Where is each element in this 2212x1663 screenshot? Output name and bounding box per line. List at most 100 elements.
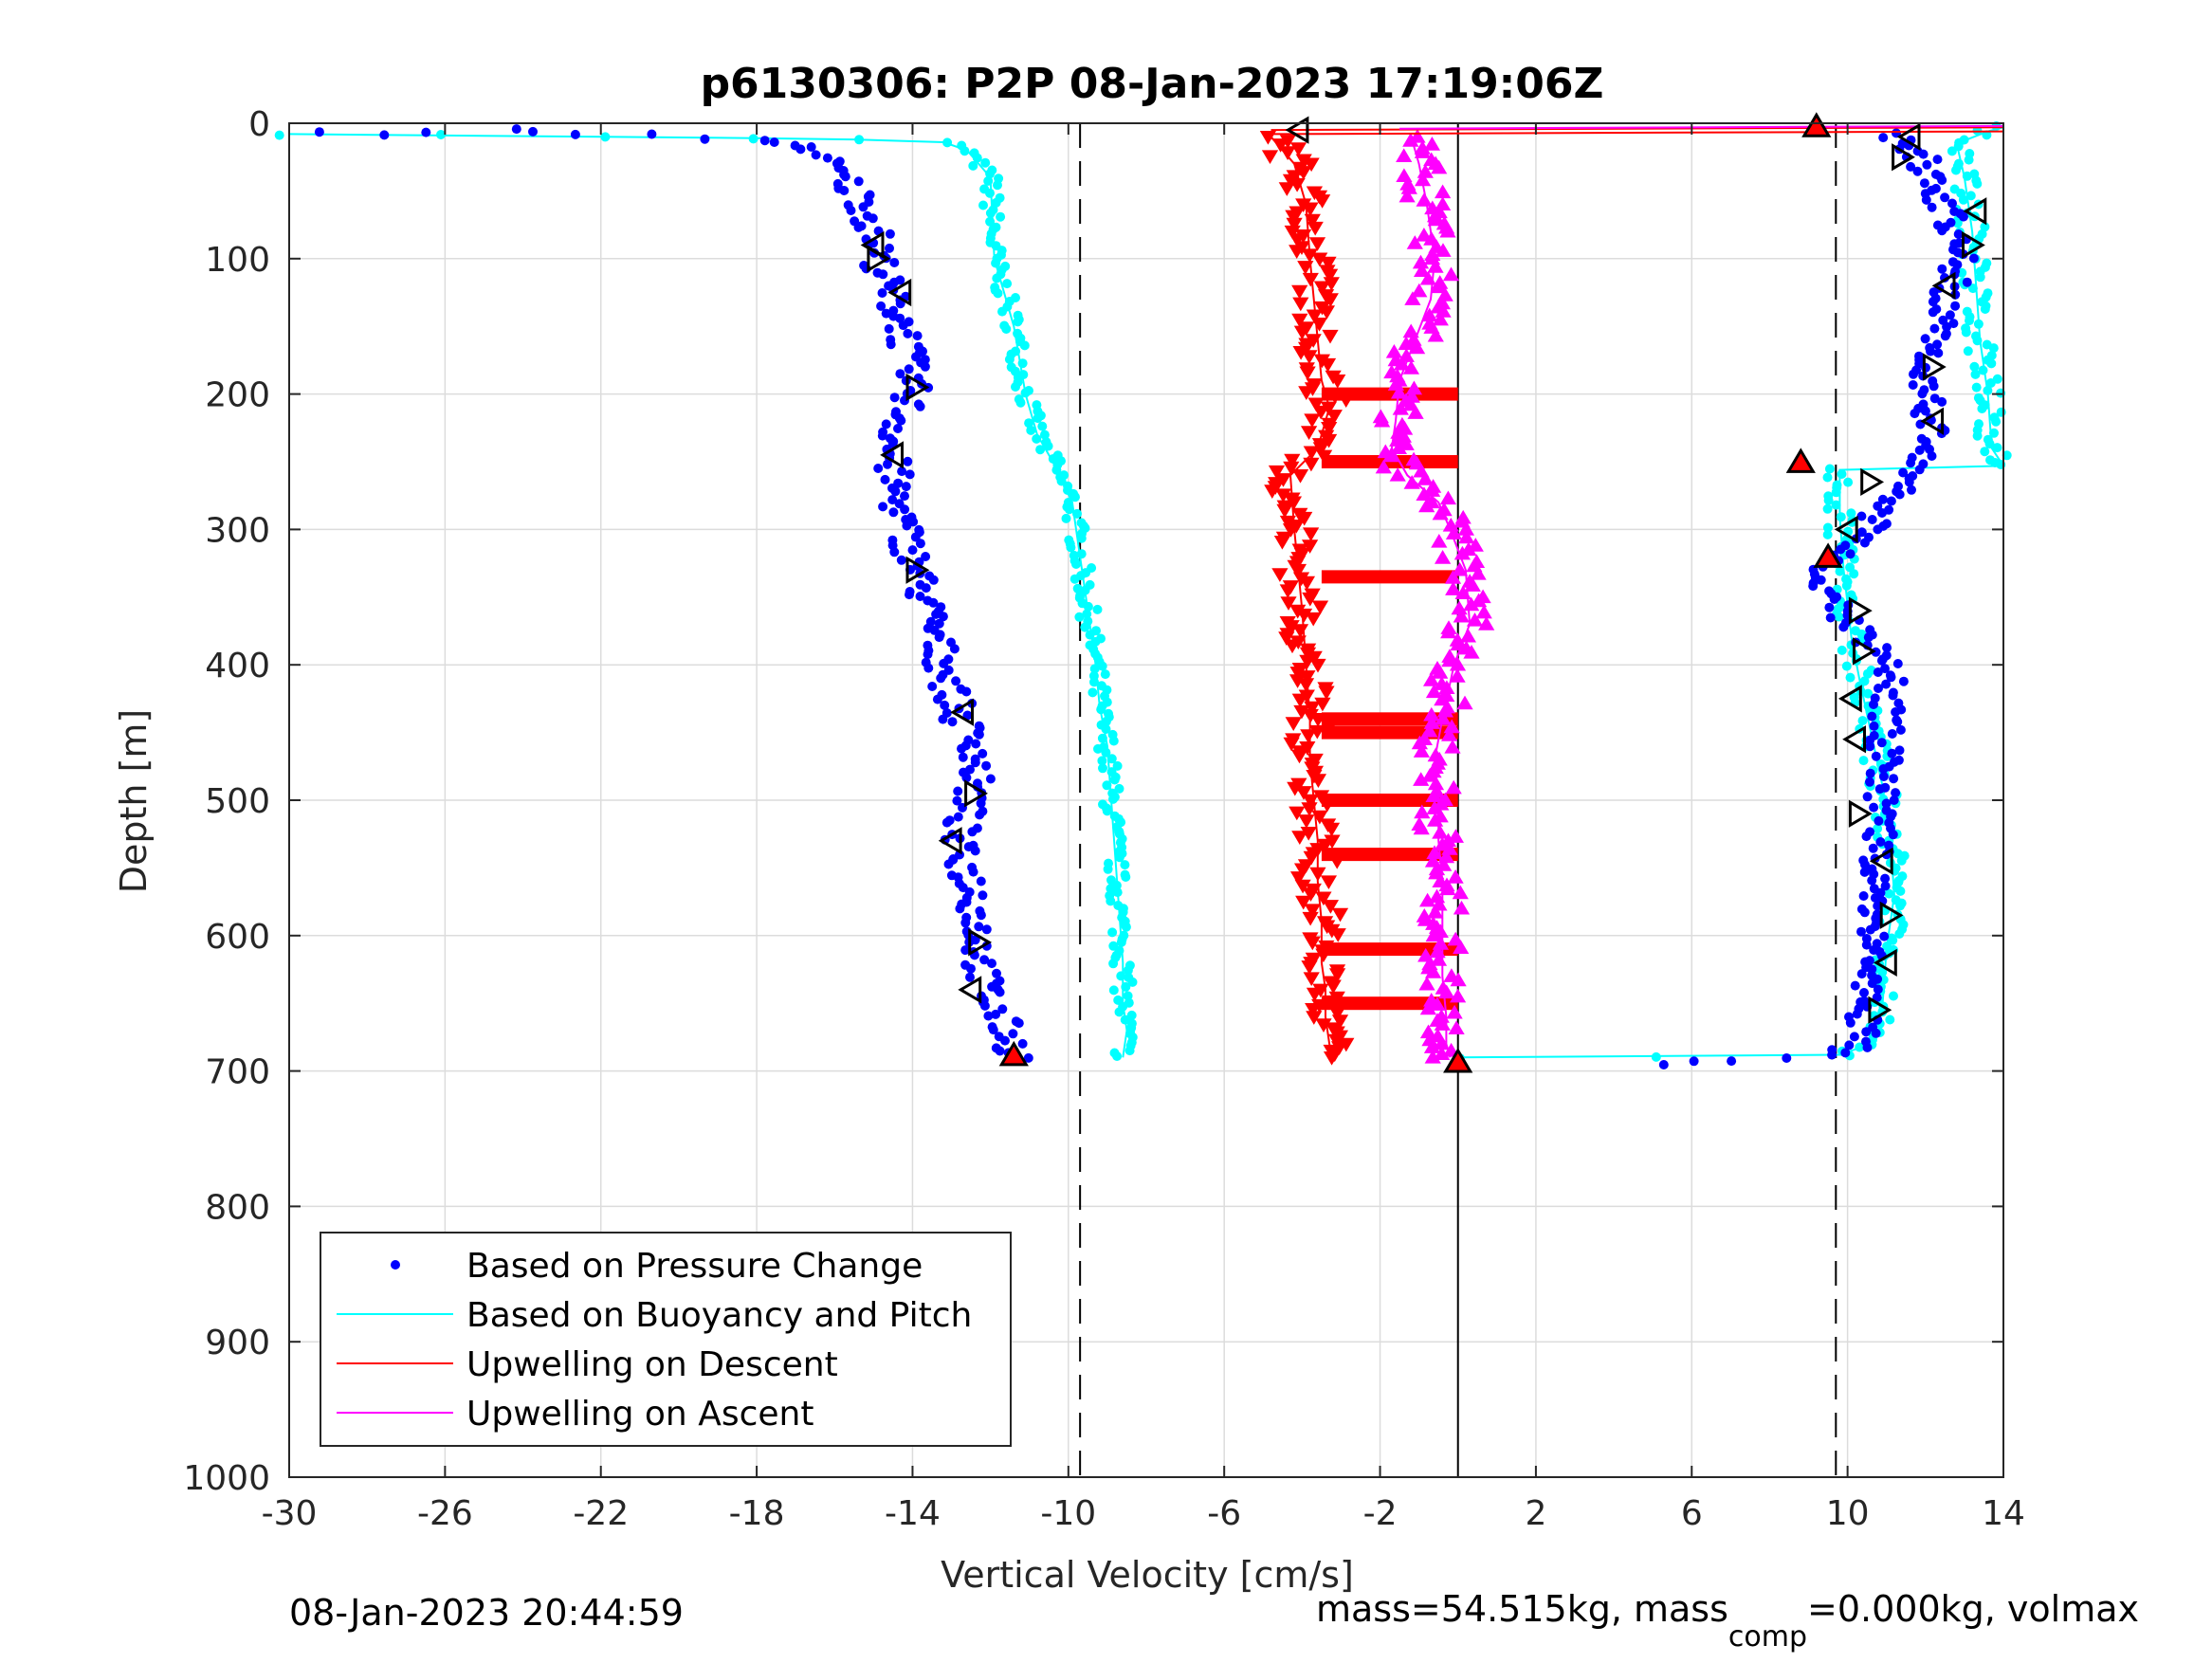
data-point: [1879, 931, 1890, 941]
data-point: [1941, 329, 1951, 338]
ascent-marker: [1403, 475, 1420, 489]
open-triangle-right: [905, 556, 930, 584]
ascent-marker: [1439, 490, 1457, 505]
footer-mass-b: =0.000kg, volmax: [1807, 1588, 2139, 1630]
data-point: [1106, 896, 1116, 906]
data-point: [938, 612, 948, 622]
data-point: [1026, 425, 1036, 435]
descent-marker: [1291, 831, 1308, 845]
data-point: [895, 313, 905, 323]
legend-label-ascent: Upwelling on Ascent: [466, 1395, 814, 1434]
x-tick-label: 2: [1525, 1494, 1546, 1533]
descent-marker: [1312, 405, 1329, 420]
data-point: [901, 482, 911, 492]
data-point: [991, 1009, 1001, 1019]
data-point: [921, 583, 931, 594]
open-triangle-right: [964, 779, 988, 808]
data-point: [1884, 840, 1894, 850]
descent-marker: [1271, 138, 1289, 153]
data-point: [1035, 445, 1046, 455]
descent-marker: [1289, 806, 1306, 821]
data-point: [1946, 217, 1956, 228]
data-point: [1865, 777, 1874, 787]
ascent-marker: [1413, 820, 1430, 835]
data-point: [1968, 253, 1979, 264]
ascent-marker: [1427, 327, 1444, 342]
descent-marker: [1304, 701, 1321, 716]
data-point: [1658, 1060, 1669, 1069]
descent-marker: [1289, 871, 1307, 886]
descent-marker: [1278, 182, 1295, 196]
data-point: [1891, 788, 1901, 798]
data-point: [1930, 169, 1941, 179]
descent-marker: [1292, 297, 1309, 312]
data-point: [1831, 500, 1841, 510]
descent-marker: [1291, 313, 1308, 328]
data-point: [985, 216, 996, 227]
data-point: [1971, 382, 1982, 393]
data-point: [900, 491, 909, 502]
data-point: [1069, 574, 1080, 584]
open-triangle-right: [1868, 996, 1892, 1024]
data-point: [1873, 984, 1883, 995]
data-point: [1043, 441, 1053, 451]
data-point: [953, 812, 963, 822]
tick-layer: -30 -26 -22 -18 -14 -10 -6 -2 2 6 10 14010020030040…: [183, 105, 2025, 1533]
data-point: [759, 136, 770, 146]
descent-marker: [1312, 790, 1330, 805]
x-tick-label: -26: [417, 1494, 473, 1533]
data-point: [972, 153, 982, 163]
data-point: [993, 288, 1003, 299]
data-point: [1121, 872, 1131, 882]
open-triangle-left: [1869, 847, 1893, 875]
data-point: [858, 202, 868, 212]
open-triangle-left: [958, 976, 982, 1004]
data-point: [1894, 745, 1905, 756]
descent-marker: [1299, 654, 1316, 669]
descent-marker: [1307, 221, 1324, 236]
ascent-marker: [1389, 466, 1406, 482]
data-point: [1076, 533, 1087, 543]
data-point: [1885, 1014, 1895, 1025]
data-point: [1932, 220, 1943, 230]
data-point: [1000, 1035, 1010, 1046]
data-point: [1112, 1051, 1123, 1061]
upwelling-band: [1321, 996, 1458, 1011]
data-point: [978, 890, 988, 901]
data-point: [978, 200, 988, 210]
data-point: [1019, 340, 1030, 351]
data-point: [1873, 501, 1883, 511]
descent-marker: [1291, 693, 1308, 708]
data-point: [1857, 716, 1868, 726]
ascent-marker: [1375, 459, 1392, 474]
footer-timestamp: 08-Jan-2023 20:44:59: [289, 1592, 684, 1634]
data-point: [1112, 760, 1123, 771]
data-point: [1822, 522, 1833, 533]
data-point: [900, 504, 910, 515]
data-point: [893, 424, 903, 433]
ascent-marker: [1417, 947, 1435, 962]
descent-marker: [1314, 697, 1331, 712]
ascent-marker: [1453, 545, 1472, 560]
data-point: [853, 176, 864, 187]
descent-marker: [1302, 527, 1320, 542]
data-point: [992, 273, 1002, 283]
data-point: [1950, 301, 1961, 311]
descent-marker: [1310, 318, 1328, 332]
ascent-marker: [1450, 972, 1467, 987]
data-point: [1892, 128, 1901, 138]
data-point: [907, 545, 918, 556]
data-point: [1856, 926, 1866, 937]
descent-marker: [1323, 822, 1341, 837]
ascent-marker: [1425, 788, 1442, 802]
data-point: [889, 258, 900, 267]
descent-marker: [1318, 685, 1335, 701]
data-point: [1872, 909, 1882, 920]
filled-triangle: [998, 1040, 1029, 1067]
data-point: [1840, 1048, 1851, 1058]
data-point: [1859, 676, 1870, 686]
ascent-marker: [1426, 813, 1444, 827]
data-point: [1933, 348, 1944, 358]
open-triangle-left: [1834, 515, 1858, 544]
